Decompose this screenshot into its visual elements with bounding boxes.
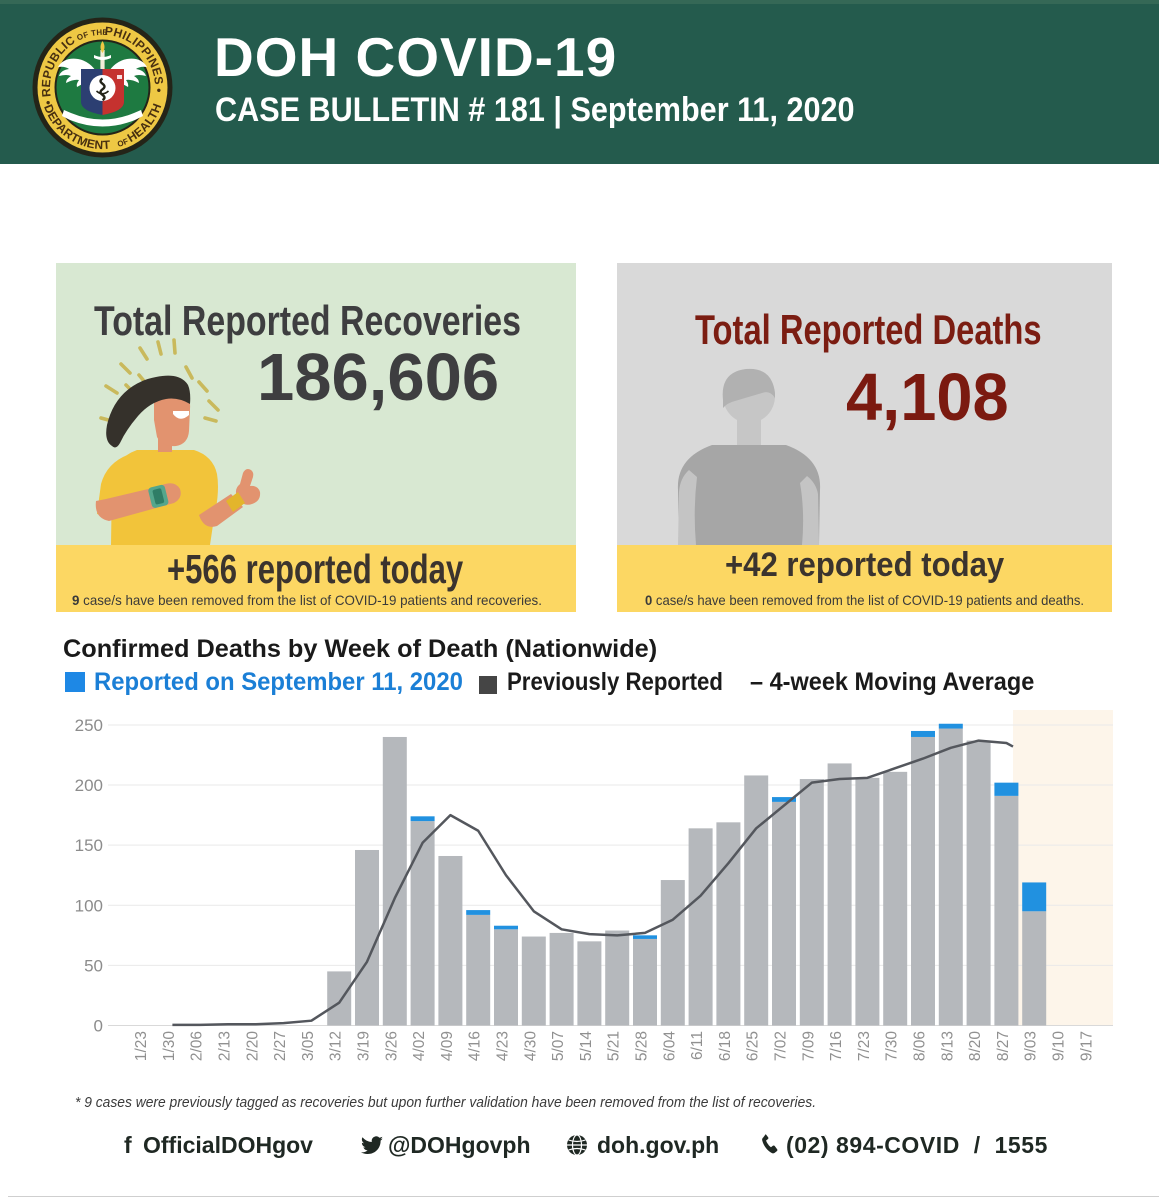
svg-text:100: 100 — [75, 896, 103, 915]
svg-text:5/28: 5/28 — [634, 1031, 651, 1061]
svg-text:3/05: 3/05 — [300, 1031, 317, 1061]
svg-text:9/03: 9/03 — [1023, 1031, 1040, 1061]
svg-text:6/04: 6/04 — [661, 1031, 678, 1062]
svg-text:7/30: 7/30 — [884, 1031, 901, 1062]
svg-text:7/02: 7/02 — [773, 1031, 790, 1061]
svg-text:2/13: 2/13 — [217, 1031, 234, 1061]
svg-text:8/20: 8/20 — [967, 1031, 984, 1062]
svg-text:8/13: 8/13 — [939, 1031, 956, 1061]
svg-text:5/21: 5/21 — [606, 1031, 623, 1061]
svg-text:8/27: 8/27 — [995, 1031, 1012, 1061]
svg-text:3/19: 3/19 — [356, 1031, 373, 1061]
svg-text:50: 50 — [84, 956, 103, 975]
svg-text:250: 250 — [75, 716, 103, 735]
svg-text:2/27: 2/27 — [272, 1031, 289, 1061]
svg-text:7/23: 7/23 — [856, 1031, 873, 1061]
svg-text:200: 200 — [75, 776, 103, 795]
svg-text:OF: OF — [116, 137, 129, 149]
svg-text:6/18: 6/18 — [717, 1031, 734, 1061]
svg-text:7/16: 7/16 — [828, 1031, 845, 1061]
svg-text:5/14: 5/14 — [578, 1031, 595, 1062]
svg-text:9/10: 9/10 — [1051, 1031, 1068, 1062]
svg-text:7/09: 7/09 — [800, 1031, 817, 1061]
svg-text:0: 0 — [94, 1017, 103, 1036]
svg-text:1/23: 1/23 — [133, 1031, 150, 1061]
svg-text:4/16: 4/16 — [467, 1031, 484, 1061]
svg-text:4/02: 4/02 — [411, 1031, 428, 1061]
svg-text:3/12: 3/12 — [328, 1031, 345, 1061]
svg-text:9/17: 9/17 — [1078, 1031, 1095, 1061]
svg-text:5/07: 5/07 — [550, 1031, 567, 1061]
svg-text:2/06: 2/06 — [189, 1031, 206, 1061]
svg-text:6/25: 6/25 — [745, 1031, 762, 1061]
svg-text:8/06: 8/06 — [912, 1031, 929, 1061]
svg-text:4/30: 4/30 — [522, 1031, 539, 1062]
svg-text:1/30: 1/30 — [161, 1031, 178, 1062]
svg-text:3/26: 3/26 — [383, 1031, 400, 1061]
svg-text:4/09: 4/09 — [439, 1031, 456, 1061]
svg-text:4/23: 4/23 — [495, 1031, 512, 1061]
svg-text:2/20: 2/20 — [244, 1031, 261, 1062]
svg-text:6/11: 6/11 — [689, 1031, 706, 1060]
svg-text:150: 150 — [75, 836, 103, 855]
